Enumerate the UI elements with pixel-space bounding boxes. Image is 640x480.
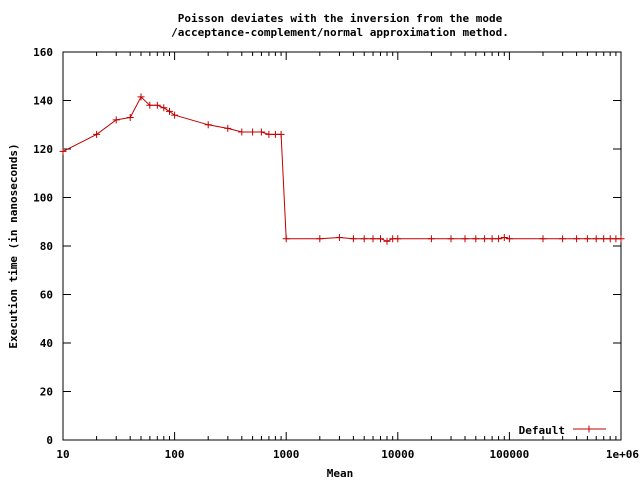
data-point	[160, 104, 168, 112]
data-point	[394, 235, 402, 243]
data-point	[282, 235, 290, 243]
series-line	[62, 96, 621, 242]
data-point	[360, 235, 368, 243]
series-layer	[59, 93, 625, 245]
x-axis: 10 100 1000 10000 100000 1e+06	[56, 52, 639, 461]
data-point	[481, 235, 489, 243]
data-point	[559, 235, 567, 243]
y-tick-label: 100	[33, 192, 53, 205]
y-tick-label: 40	[40, 337, 53, 350]
data-point	[316, 235, 324, 243]
legend-marker	[585, 425, 593, 433]
x-tick-label: 10000	[381, 448, 414, 461]
data-point	[126, 114, 134, 121]
data-point	[461, 235, 469, 243]
data-point	[146, 101, 154, 109]
data-point	[383, 237, 391, 245]
data-point	[539, 235, 547, 243]
data-point	[369, 235, 377, 243]
data-point	[335, 234, 343, 241]
y-tick-label: 20	[40, 386, 53, 399]
data-point	[249, 128, 257, 136]
data-point	[166, 107, 173, 115]
data-point	[238, 128, 246, 136]
data-point	[112, 116, 120, 124]
data-point	[137, 93, 145, 101]
y-tick-label: 80	[40, 240, 53, 253]
y-tick-label: 0	[46, 434, 53, 447]
x-tick-label: 100000	[490, 448, 530, 461]
data-point	[204, 121, 212, 129]
data-point	[277, 130, 285, 138]
data-point	[617, 235, 625, 243]
data-point	[472, 235, 480, 243]
chart-title-line2: /acceptance-complement/normal approximat…	[171, 26, 509, 39]
y-axis: 0 20 40 60 80 100 120 140 160	[33, 46, 621, 447]
data-point	[583, 235, 591, 243]
data-point	[447, 235, 455, 243]
x-tick-label: 100	[165, 448, 185, 461]
data-point	[600, 235, 608, 243]
x-tick-label: 1000	[273, 448, 300, 461]
data-point	[495, 235, 503, 243]
data-point	[171, 111, 179, 119]
data-point	[488, 235, 496, 243]
data-point	[349, 235, 357, 243]
data-point	[573, 235, 581, 243]
x-axis-label: Mean	[327, 467, 354, 480]
data-point	[153, 101, 161, 109]
data-point	[592, 235, 600, 243]
y-tick-label: 60	[40, 289, 53, 302]
x-tick-label: 10	[56, 448, 69, 461]
y-axis-label: Execution time (in nanoseconds)	[7, 143, 20, 348]
legend-label: Default	[519, 424, 565, 437]
data-point	[377, 235, 384, 243]
data-point	[427, 235, 435, 243]
chart-title-line1: Poisson deviates with the inversion from…	[178, 12, 503, 25]
y-tick-label: 140	[33, 95, 53, 108]
data-point	[59, 147, 67, 155]
data-point	[265, 130, 273, 138]
data-point	[257, 128, 265, 136]
data-point	[93, 130, 101, 138]
data-point	[505, 235, 513, 243]
legend: Default	[519, 424, 606, 437]
y-tick-label: 160	[33, 46, 53, 59]
x-tick-label: 1e+06	[606, 448, 639, 461]
plot-frame	[62, 51, 622, 441]
data-point	[224, 124, 232, 132]
y-tick-label: 120	[33, 143, 53, 156]
data-point	[500, 234, 508, 241]
